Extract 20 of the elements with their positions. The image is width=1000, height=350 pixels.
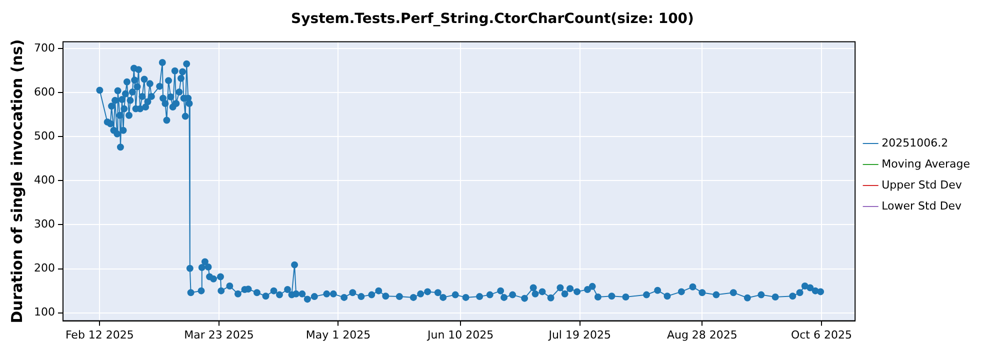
- y-tick-label: 600: [34, 85, 55, 98]
- chart-title: System.Tests.Perf_String.CtorCharCount(size: 100): [291, 11, 694, 28]
- x-tick-label: Jun 10 2025: [426, 328, 494, 342]
- x-tick-label: Mar 23 2025: [184, 328, 254, 342]
- legend-label: Lower Std Dev: [882, 199, 962, 212]
- legend-label: Moving Average: [882, 157, 970, 170]
- legend-label: Upper Std Dev: [882, 178, 962, 192]
- y-tick-label: 300: [34, 218, 55, 231]
- y-tick-label: 400: [34, 174, 55, 186]
- y-axis-title: Duration of single invocation (ns): [8, 39, 26, 324]
- x-tick-label: Feb 12 2025: [65, 328, 134, 342]
- legend-label: 20251006.2: [882, 136, 948, 150]
- x-tick-label: May 1 2025: [306, 328, 371, 342]
- x-tick-label: Jul 19 2025: [548, 328, 611, 342]
- y-tick-label: 500: [34, 129, 55, 142]
- y-tick-label: 700: [34, 41, 55, 54]
- x-tick-label: Oct 6 2025: [790, 328, 852, 342]
- y-tick-label: 200: [34, 262, 55, 275]
- x-tick-label: Aug 28 2025: [666, 328, 738, 342]
- y-tick-label: 100: [34, 306, 55, 319]
